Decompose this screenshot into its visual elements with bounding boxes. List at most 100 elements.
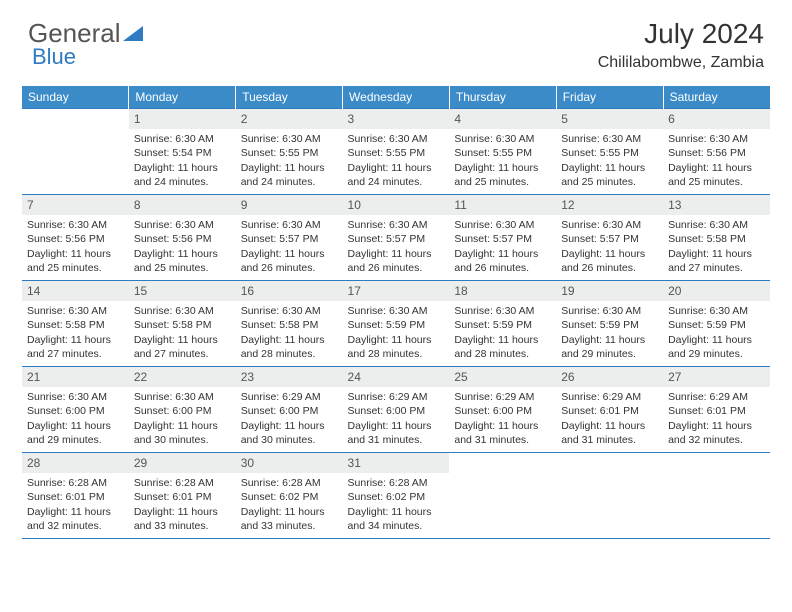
day-details: Sunrise: 6:30 AMSunset: 5:55 PMDaylight:…: [449, 129, 556, 193]
day-details: Sunrise: 6:28 AMSunset: 6:01 PMDaylight:…: [129, 473, 236, 537]
day-number: 7: [22, 195, 129, 215]
day-number: 12: [556, 195, 663, 215]
calendar-cell: 5Sunrise: 6:30 AMSunset: 5:55 PMDaylight…: [556, 109, 663, 195]
day-number: 6: [663, 109, 770, 129]
day-details: Sunrise: 6:30 AMSunset: 5:57 PMDaylight:…: [449, 215, 556, 279]
day-details: Sunrise: 6:30 AMSunset: 5:56 PMDaylight:…: [129, 215, 236, 279]
calendar-cell: [663, 453, 770, 539]
day-number: 16: [236, 281, 343, 301]
day-number: 17: [343, 281, 450, 301]
day-details: Sunrise: 6:29 AMSunset: 6:01 PMDaylight:…: [556, 387, 663, 451]
day-number: 5: [556, 109, 663, 129]
calendar-cell: 26Sunrise: 6:29 AMSunset: 6:01 PMDayligh…: [556, 367, 663, 453]
day-number: 14: [22, 281, 129, 301]
day-details: Sunrise: 6:30 AMSunset: 5:57 PMDaylight:…: [556, 215, 663, 279]
calendar-cell: 9Sunrise: 6:30 AMSunset: 5:57 PMDaylight…: [236, 195, 343, 281]
calendar-cell: 19Sunrise: 6:30 AMSunset: 5:59 PMDayligh…: [556, 281, 663, 367]
day-number: 10: [343, 195, 450, 215]
calendar-cell: 15Sunrise: 6:30 AMSunset: 5:58 PMDayligh…: [129, 281, 236, 367]
calendar-cell: 27Sunrise: 6:29 AMSunset: 6:01 PMDayligh…: [663, 367, 770, 453]
calendar-cell: 23Sunrise: 6:29 AMSunset: 6:00 PMDayligh…: [236, 367, 343, 453]
weekday-header: Tuesday: [236, 86, 343, 109]
calendar-cell: 8Sunrise: 6:30 AMSunset: 5:56 PMDaylight…: [129, 195, 236, 281]
calendar-cell: 1Sunrise: 6:30 AMSunset: 5:54 PMDaylight…: [129, 109, 236, 195]
calendar-cell: 18Sunrise: 6:30 AMSunset: 5:59 PMDayligh…: [449, 281, 556, 367]
day-number: 31: [343, 453, 450, 473]
day-number: 2: [236, 109, 343, 129]
calendar-cell: 22Sunrise: 6:30 AMSunset: 6:00 PMDayligh…: [129, 367, 236, 453]
weekday-header: Saturday: [663, 86, 770, 109]
month-title: July 2024: [598, 18, 764, 50]
day-number: 30: [236, 453, 343, 473]
header: General July 2024 Chililabombwe, Zambia: [0, 0, 792, 78]
day-details: Sunrise: 6:30 AMSunset: 5:59 PMDaylight:…: [556, 301, 663, 365]
day-details: Sunrise: 6:29 AMSunset: 6:00 PMDaylight:…: [236, 387, 343, 451]
day-number: 22: [129, 367, 236, 387]
day-details: Sunrise: 6:28 AMSunset: 6:02 PMDaylight:…: [236, 473, 343, 537]
day-number: 28: [22, 453, 129, 473]
calendar-cell: 6Sunrise: 6:30 AMSunset: 5:56 PMDaylight…: [663, 109, 770, 195]
calendar-cell: 7Sunrise: 6:30 AMSunset: 5:56 PMDaylight…: [22, 195, 129, 281]
calendar-cell: 21Sunrise: 6:30 AMSunset: 6:00 PMDayligh…: [22, 367, 129, 453]
day-details: Sunrise: 6:30 AMSunset: 6:00 PMDaylight:…: [129, 387, 236, 451]
calendar-cell: 11Sunrise: 6:30 AMSunset: 5:57 PMDayligh…: [449, 195, 556, 281]
day-number: 29: [129, 453, 236, 473]
day-number: 4: [449, 109, 556, 129]
weekday-header: Friday: [556, 86, 663, 109]
day-details: Sunrise: 6:30 AMSunset: 5:55 PMDaylight:…: [236, 129, 343, 193]
day-details: Sunrise: 6:30 AMSunset: 5:59 PMDaylight:…: [449, 301, 556, 365]
day-details: Sunrise: 6:30 AMSunset: 6:00 PMDaylight:…: [22, 387, 129, 451]
calendar-table: SundayMondayTuesdayWednesdayThursdayFrid…: [22, 86, 770, 539]
weekday-header: Wednesday: [343, 86, 450, 109]
day-details: Sunrise: 6:30 AMSunset: 5:58 PMDaylight:…: [22, 301, 129, 365]
day-number: 21: [22, 367, 129, 387]
calendar-body: 1Sunrise: 6:30 AMSunset: 5:54 PMDaylight…: [22, 109, 770, 539]
calendar-row: 7Sunrise: 6:30 AMSunset: 5:56 PMDaylight…: [22, 195, 770, 281]
day-details: Sunrise: 6:28 AMSunset: 6:01 PMDaylight:…: [22, 473, 129, 537]
calendar-cell: 28Sunrise: 6:28 AMSunset: 6:01 PMDayligh…: [22, 453, 129, 539]
day-details: Sunrise: 6:30 AMSunset: 5:56 PMDaylight:…: [22, 215, 129, 279]
day-number: 15: [129, 281, 236, 301]
logo-triangle-icon: [123, 25, 145, 43]
day-details: Sunrise: 6:29 AMSunset: 6:00 PMDaylight:…: [449, 387, 556, 451]
calendar-cell: 3Sunrise: 6:30 AMSunset: 5:55 PMDaylight…: [343, 109, 450, 195]
calendar-row: 1Sunrise: 6:30 AMSunset: 5:54 PMDaylight…: [22, 109, 770, 195]
calendar-cell: 16Sunrise: 6:30 AMSunset: 5:58 PMDayligh…: [236, 281, 343, 367]
day-details: Sunrise: 6:30 AMSunset: 5:57 PMDaylight:…: [236, 215, 343, 279]
weekday-header: Sunday: [22, 86, 129, 109]
day-details: Sunrise: 6:30 AMSunset: 5:59 PMDaylight:…: [663, 301, 770, 365]
location-label: Chililabombwe, Zambia: [598, 54, 764, 72]
weekday-header: Monday: [129, 86, 236, 109]
calendar-cell: 30Sunrise: 6:28 AMSunset: 6:02 PMDayligh…: [236, 453, 343, 539]
day-details: Sunrise: 6:30 AMSunset: 5:56 PMDaylight:…: [663, 129, 770, 193]
day-details: Sunrise: 6:29 AMSunset: 6:00 PMDaylight:…: [343, 387, 450, 451]
day-details: Sunrise: 6:30 AMSunset: 5:59 PMDaylight:…: [343, 301, 450, 365]
calendar-row: 28Sunrise: 6:28 AMSunset: 6:01 PMDayligh…: [22, 453, 770, 539]
calendar-row: 14Sunrise: 6:30 AMSunset: 5:58 PMDayligh…: [22, 281, 770, 367]
calendar-cell: [556, 453, 663, 539]
calendar-cell: 31Sunrise: 6:28 AMSunset: 6:02 PMDayligh…: [343, 453, 450, 539]
brand-text-2: Blue: [32, 44, 76, 70]
calendar-cell: 20Sunrise: 6:30 AMSunset: 5:59 PMDayligh…: [663, 281, 770, 367]
day-number: 3: [343, 109, 450, 129]
day-details: Sunrise: 6:30 AMSunset: 5:58 PMDaylight:…: [663, 215, 770, 279]
calendar-cell: 4Sunrise: 6:30 AMSunset: 5:55 PMDaylight…: [449, 109, 556, 195]
calendar-cell: 14Sunrise: 6:30 AMSunset: 5:58 PMDayligh…: [22, 281, 129, 367]
calendar-cell: 2Sunrise: 6:30 AMSunset: 5:55 PMDaylight…: [236, 109, 343, 195]
day-number: 24: [343, 367, 450, 387]
calendar-cell: 29Sunrise: 6:28 AMSunset: 6:01 PMDayligh…: [129, 453, 236, 539]
day-number: 27: [663, 367, 770, 387]
day-number: 19: [556, 281, 663, 301]
day-details: Sunrise: 6:30 AMSunset: 5:54 PMDaylight:…: [129, 129, 236, 193]
day-details: Sunrise: 6:30 AMSunset: 5:58 PMDaylight:…: [236, 301, 343, 365]
day-number: 8: [129, 195, 236, 215]
day-number: 1: [129, 109, 236, 129]
day-number: 25: [449, 367, 556, 387]
day-details: Sunrise: 6:30 AMSunset: 5:58 PMDaylight:…: [129, 301, 236, 365]
calendar-cell: 13Sunrise: 6:30 AMSunset: 5:58 PMDayligh…: [663, 195, 770, 281]
calendar-row: 21Sunrise: 6:30 AMSunset: 6:00 PMDayligh…: [22, 367, 770, 453]
day-number: 18: [449, 281, 556, 301]
day-number: 11: [449, 195, 556, 215]
calendar-cell: 12Sunrise: 6:30 AMSunset: 5:57 PMDayligh…: [556, 195, 663, 281]
calendar-cell: 10Sunrise: 6:30 AMSunset: 5:57 PMDayligh…: [343, 195, 450, 281]
